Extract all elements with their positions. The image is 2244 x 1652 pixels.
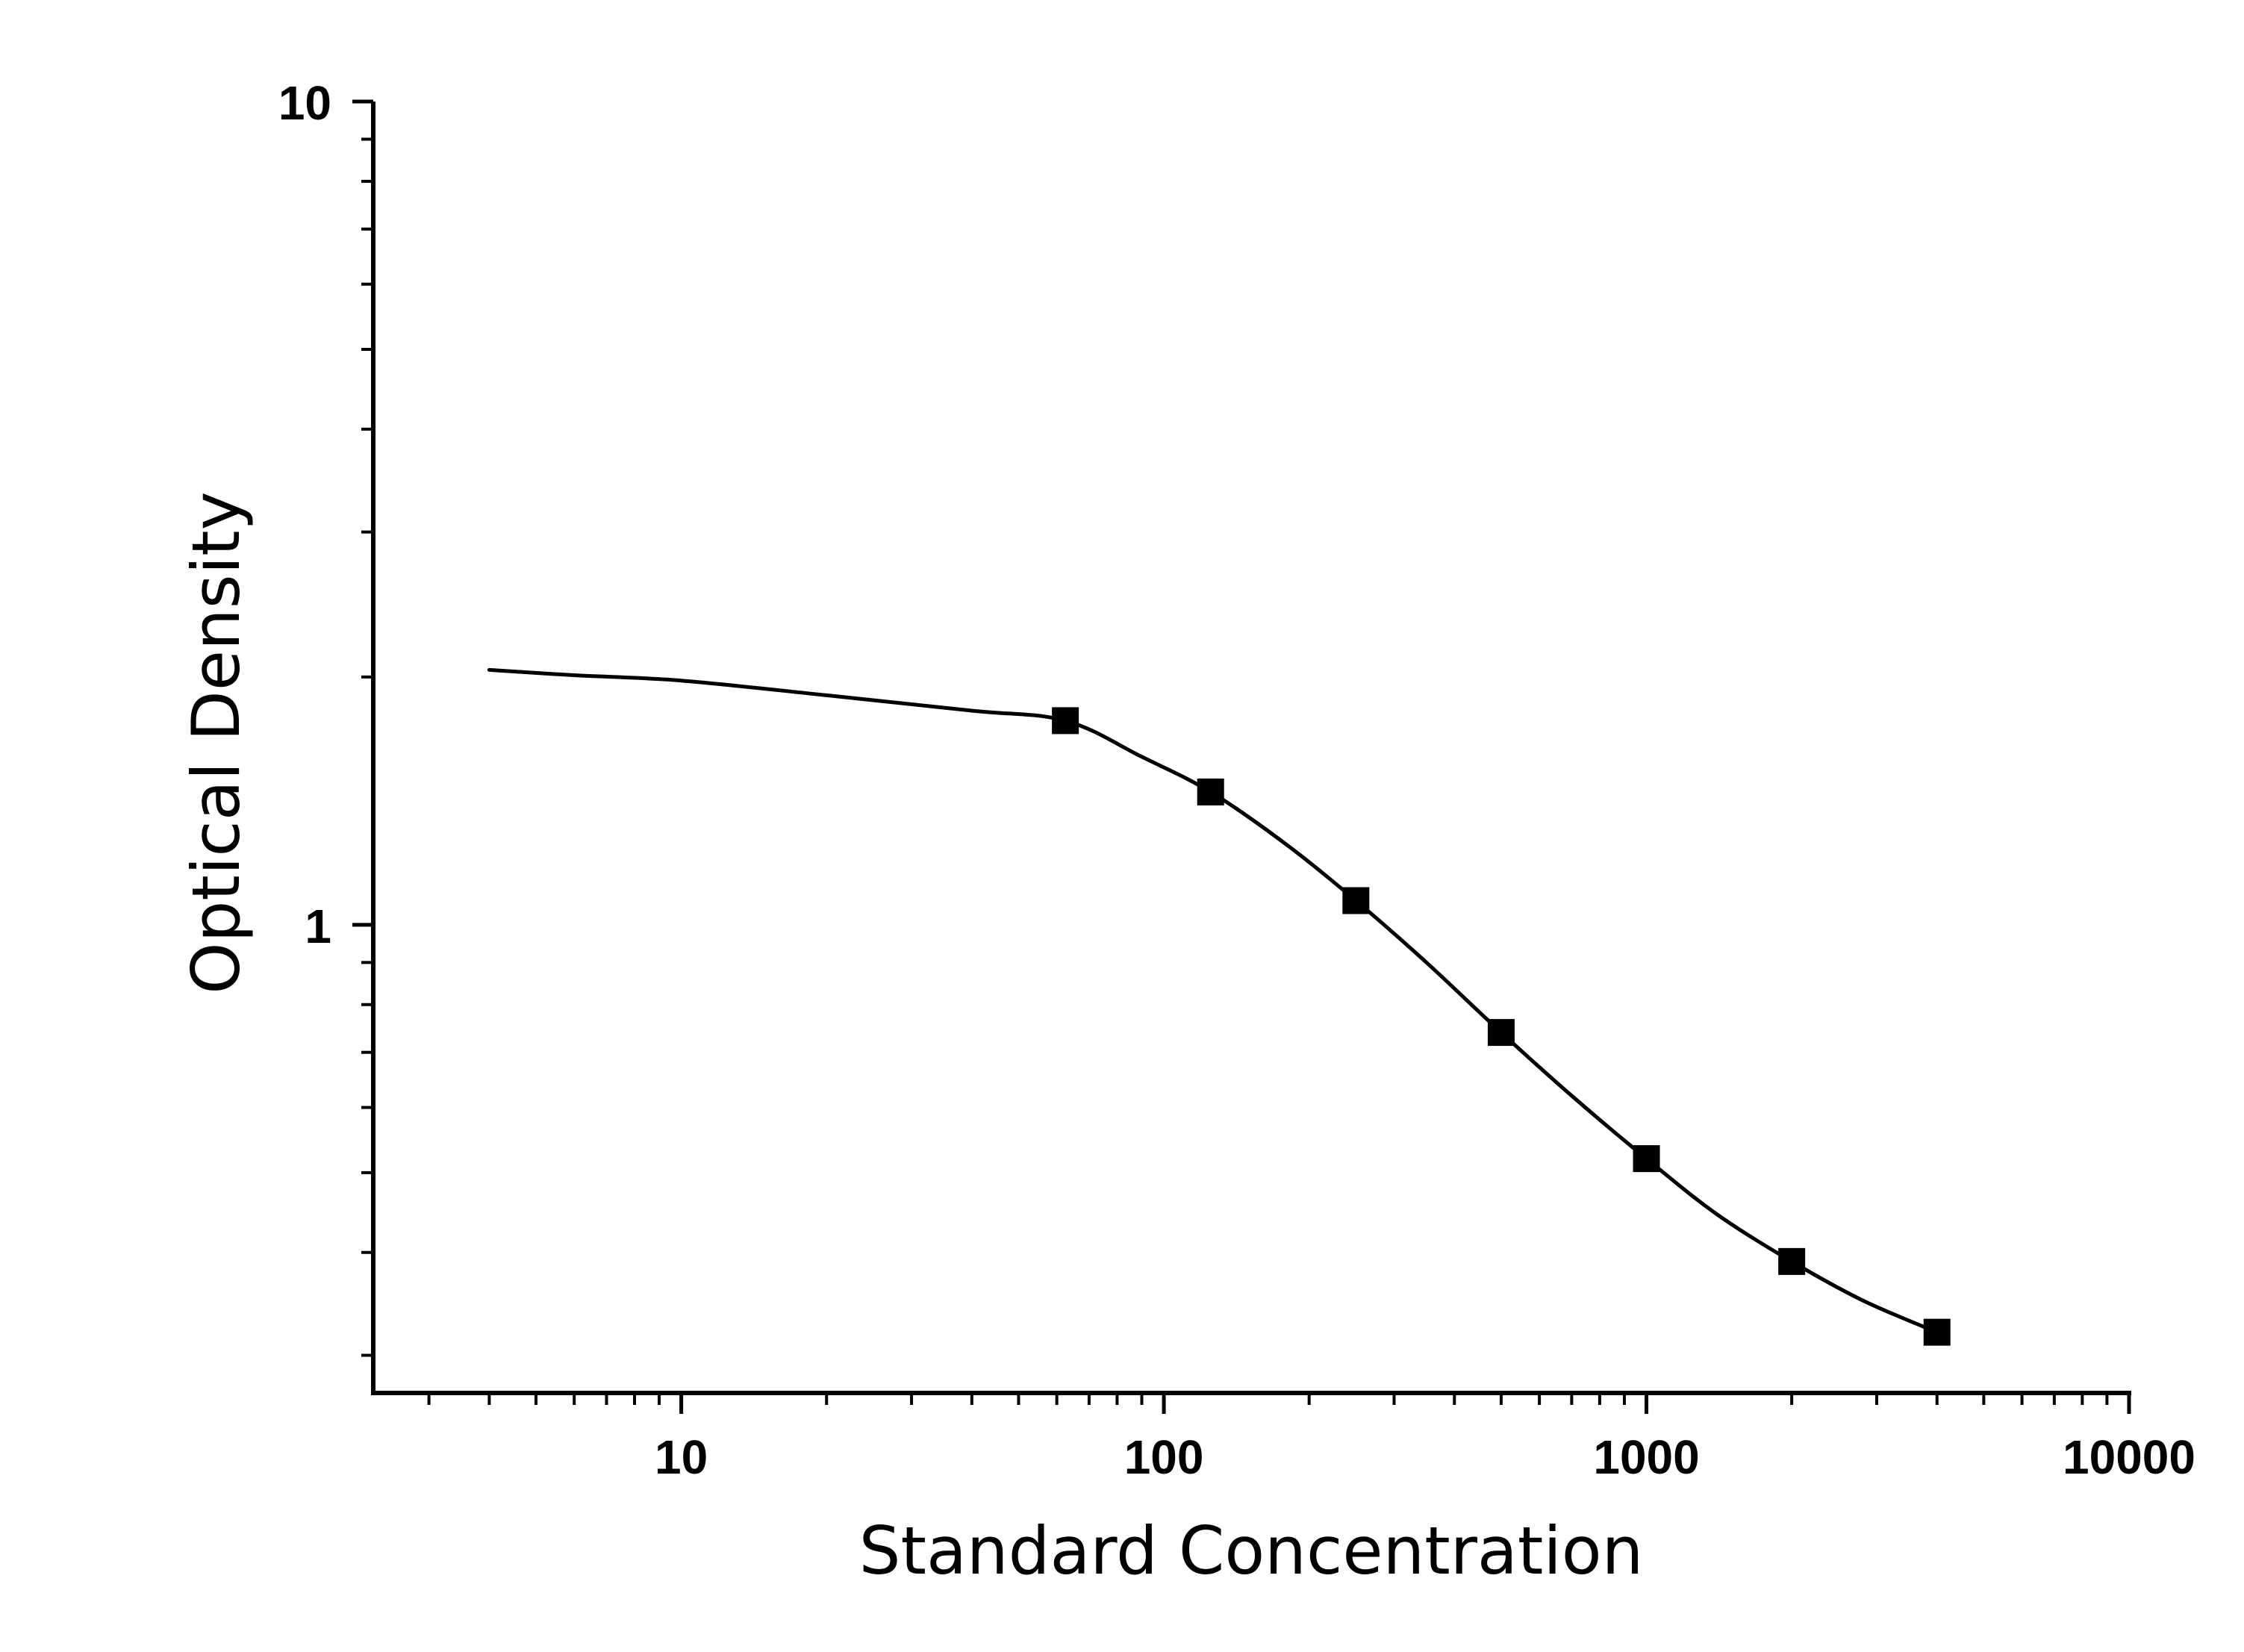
axes [352,99,2131,1414]
tick-label-layer: 10 100 1000 10000 1 10 [278,76,2195,1484]
y-tick-label: 10 [278,76,331,130]
x-tick-label: 1000 [1593,1430,1699,1484]
y-tick-label: 1 [305,900,331,953]
x-tick-label: 100 [1124,1430,1204,1484]
x-tick-label: 10 [655,1430,708,1484]
x-axis-title: Standard Concentration [859,1512,1644,1589]
data-point-marker [1633,1145,1660,1173]
y-axis-title: Optical Density [178,491,255,994]
data-point-marker [1923,1318,1951,1346]
fit-curve-layer [487,667,1939,1335]
data-point-marker [1052,707,1079,735]
x-tick-label: 10000 [2063,1430,2195,1484]
data-point-marker [1487,1019,1515,1047]
data-point-marker [1342,887,1370,914]
data-point-marker [1778,1247,1806,1275]
marker-layer [1052,707,1951,1346]
data-point-marker [1197,778,1224,805]
fit-curve-line [487,667,1939,1335]
